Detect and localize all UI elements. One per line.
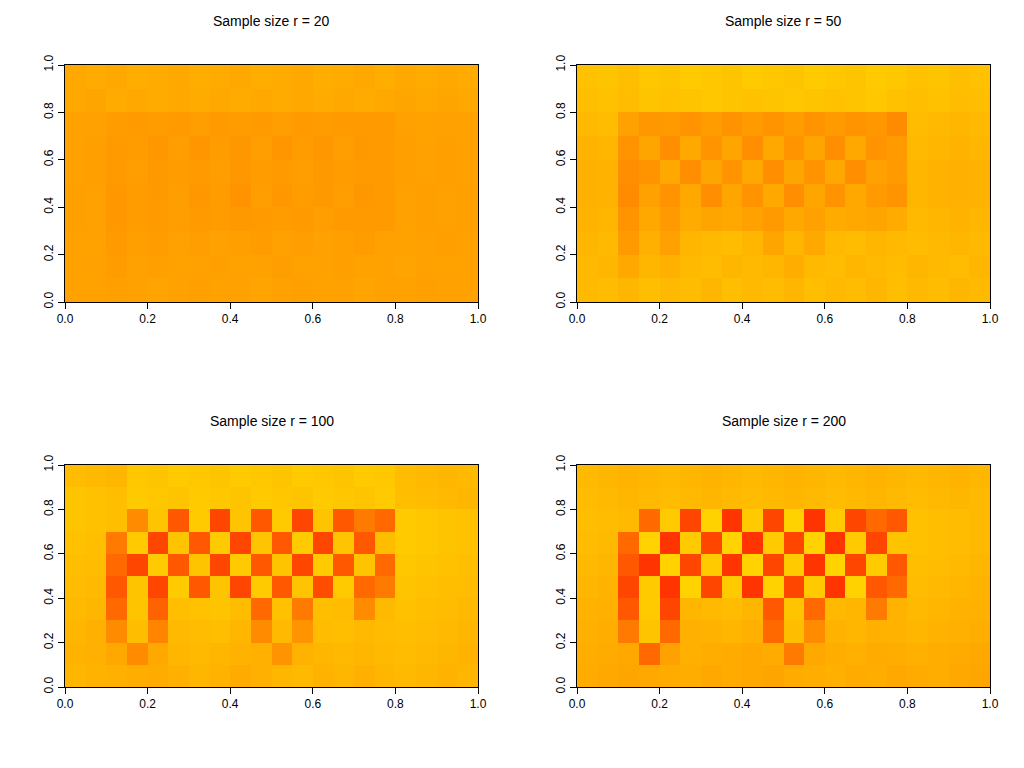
svg-text:0.8: 0.8: [554, 102, 568, 119]
svg-text:0.4: 0.4: [42, 588, 56, 605]
svg-text:Sample size r = 100: Sample size r = 100: [210, 413, 334, 429]
svg-text:0.8: 0.8: [42, 499, 56, 516]
svg-text:0.8: 0.8: [899, 697, 916, 711]
svg-text:1.0: 1.0: [982, 312, 999, 326]
svg-text:Sample size r = 200: Sample size r = 200: [722, 413, 846, 429]
svg-text:0.2: 0.2: [554, 244, 568, 261]
svg-text:0.0: 0.0: [42, 292, 56, 309]
svg-text:1.0: 1.0: [470, 312, 487, 326]
svg-text:0.4: 0.4: [554, 197, 568, 214]
svg-text:1.0: 1.0: [982, 697, 999, 711]
svg-text:0.4: 0.4: [734, 697, 751, 711]
svg-text:0.6: 0.6: [42, 149, 56, 166]
svg-text:0.4: 0.4: [222, 697, 239, 711]
svg-text:1.0: 1.0: [470, 697, 487, 711]
svg-text:0.4: 0.4: [554, 588, 568, 605]
svg-text:Sample size r = 20: Sample size r = 20: [213, 13, 330, 29]
svg-text:0.8: 0.8: [899, 312, 916, 326]
svg-text:0.6: 0.6: [816, 312, 833, 326]
svg-text:0.4: 0.4: [222, 312, 239, 326]
svg-text:0.4: 0.4: [734, 312, 751, 326]
svg-text:0.2: 0.2: [42, 632, 56, 649]
svg-text:Sample size r = 50: Sample size r = 50: [725, 13, 842, 29]
svg-text:0.6: 0.6: [554, 149, 568, 166]
svg-text:0.8: 0.8: [554, 499, 568, 516]
svg-text:1.0: 1.0: [42, 55, 56, 72]
svg-text:0.0: 0.0: [554, 677, 568, 694]
svg-text:0.8: 0.8: [387, 312, 404, 326]
svg-text:0.2: 0.2: [42, 244, 56, 261]
svg-text:1.0: 1.0: [554, 455, 568, 472]
svg-text:0.4: 0.4: [42, 197, 56, 214]
svg-text:0.2: 0.2: [651, 312, 668, 326]
svg-text:0.0: 0.0: [42, 677, 56, 694]
svg-text:0.0: 0.0: [57, 312, 74, 326]
svg-text:0.6: 0.6: [304, 312, 321, 326]
svg-text:0.6: 0.6: [554, 543, 568, 560]
svg-text:0.2: 0.2: [139, 312, 156, 326]
svg-text:0.6: 0.6: [816, 697, 833, 711]
svg-text:1.0: 1.0: [42, 455, 56, 472]
svg-text:0.0: 0.0: [57, 697, 74, 711]
svg-text:0.8: 0.8: [42, 102, 56, 119]
svg-text:0.0: 0.0: [554, 292, 568, 309]
svg-text:0.6: 0.6: [304, 697, 321, 711]
svg-text:0.2: 0.2: [554, 632, 568, 649]
svg-text:0.6: 0.6: [42, 543, 56, 560]
svg-text:0.0: 0.0: [569, 312, 586, 326]
svg-text:0.0: 0.0: [569, 697, 586, 711]
svg-text:0.2: 0.2: [651, 697, 668, 711]
svg-text:0.8: 0.8: [387, 697, 404, 711]
svg-text:1.0: 1.0: [554, 55, 568, 72]
svg-text:0.2: 0.2: [139, 697, 156, 711]
